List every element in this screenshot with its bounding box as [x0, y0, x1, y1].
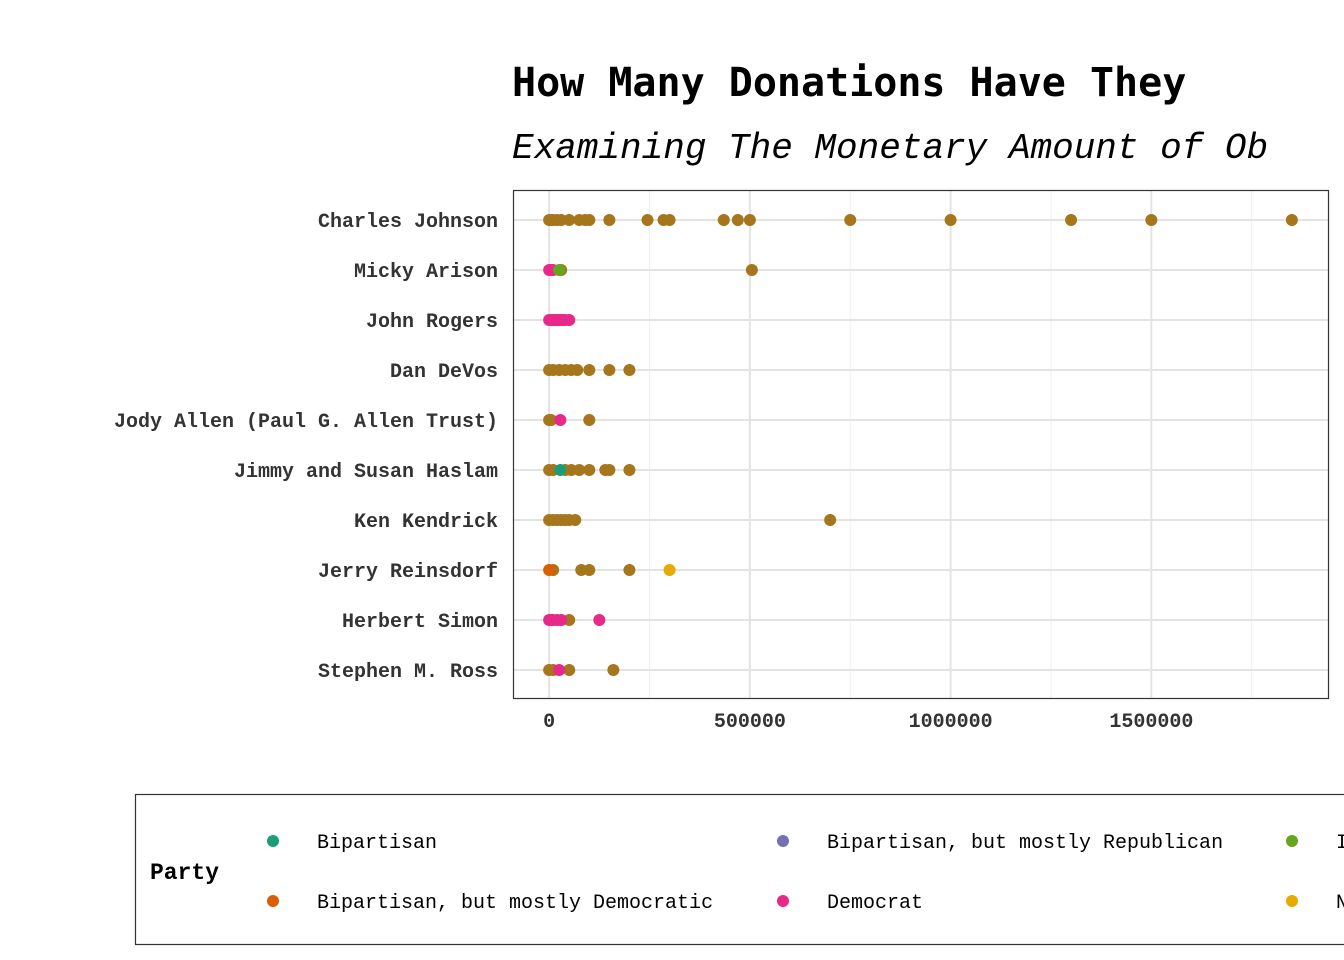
x-tick-label: 1000000: [909, 711, 993, 734]
data-point: [603, 464, 616, 476]
data-point: [603, 364, 616, 376]
data-point: [543, 564, 556, 576]
legend-key: [777, 895, 789, 907]
y-tick-label: John Rogers: [366, 311, 498, 334]
data-point: [569, 514, 582, 526]
legend-key: [267, 895, 279, 907]
data-point: [1285, 214, 1298, 226]
legend-title: Party: [150, 860, 219, 886]
data-point: [583, 564, 596, 576]
y-axis-tick-labels: Charles Johnson Micky Arison John Rogers Da…: [114, 211, 498, 684]
data-point: [571, 364, 584, 376]
y-tick-label: Charles Johnson: [318, 211, 498, 234]
legend-label: Bipartisan: [317, 832, 437, 855]
data-point: [1065, 214, 1078, 226]
legend-key: [777, 835, 789, 847]
data-point: [563, 664, 576, 676]
data-point: [563, 214, 576, 226]
grid-lines: [513, 190, 1328, 698]
data-point: [555, 614, 568, 626]
legend-key: [1286, 835, 1298, 847]
data-point: [641, 214, 654, 226]
legend-entry: Bipartisan: [267, 832, 437, 855]
y-tick-label: Jody Allen (Paul G. Allen Trust): [114, 411, 498, 434]
data-point: [593, 614, 606, 626]
data-point: [583, 364, 596, 376]
legend-label: I: [1336, 832, 1344, 855]
data-point: [717, 214, 730, 226]
data-point: [844, 214, 857, 226]
data-point: [663, 564, 676, 576]
data-point: [553, 264, 566, 276]
data-point: [583, 414, 596, 426]
legend-entry: I: [1286, 832, 1344, 855]
data-point: [603, 214, 616, 226]
data-point: [663, 214, 676, 226]
y-tick-label: Ken Kendrick: [354, 511, 498, 534]
legend-entry: Bipartisan, but mostly Democratic: [267, 892, 713, 915]
data-point: [1145, 214, 1158, 226]
data-point: [824, 514, 837, 526]
data-point: [545, 414, 558, 426]
data-point: [745, 264, 758, 276]
data-point: [583, 464, 596, 476]
data-point: [553, 664, 566, 676]
data-point: [554, 464, 567, 476]
legend-box: [134, 793, 1344, 946]
legend-entry: Bipartisan, but mostly Republican: [777, 832, 1223, 855]
data-point: [623, 564, 636, 576]
data-point: [944, 214, 957, 226]
x-axis-tick-labels: 0 500000 1000000 1500000: [543, 711, 1193, 734]
y-tick-label: Jimmy and Susan Haslam: [234, 461, 498, 484]
data-points: [543, 214, 1298, 676]
data-point: [607, 664, 620, 676]
legend-label: Bipartisan, but mostly Democratic: [317, 892, 713, 915]
legend-entries: Bipartisan Bipartisan, but mostly Democra…: [267, 832, 1344, 915]
data-point: [623, 464, 636, 476]
data-point: [563, 314, 576, 326]
legend-entry: Democrat: [777, 892, 923, 915]
chart-subtitle: Examining The Monetary Amount of Ob: [512, 128, 1268, 169]
data-point: [743, 214, 756, 226]
legend-label: N: [1336, 892, 1344, 915]
y-tick-label: Stephen M. Ross: [318, 661, 498, 684]
x-tick-label: 1500000: [1109, 711, 1193, 734]
plot-panel-border: [512, 189, 1330, 700]
data-point: [731, 214, 744, 226]
data-point: [573, 464, 586, 476]
legend-label: Bipartisan, but mostly Republican: [827, 832, 1223, 855]
y-tick-label: Dan DeVos: [390, 361, 498, 384]
legend-entry: N: [1286, 892, 1344, 915]
chart-title: How Many Donations Have They: [512, 60, 1186, 106]
legend-key: [267, 835, 279, 847]
data-point: [583, 214, 596, 226]
legend-key: [1286, 895, 1298, 907]
y-tick-label: Jerry Reinsdorf: [318, 561, 498, 584]
y-tick-label: Micky Arison: [354, 261, 498, 284]
legend-label: Democrat: [827, 892, 923, 915]
data-point: [554, 414, 567, 426]
legend: Party Bipartisan Bipartisan, but mostly D…: [134, 793, 1344, 946]
y-tick-label: Herbert Simon: [342, 611, 498, 634]
data-point: [623, 364, 636, 376]
x-tick-label: 500000: [714, 711, 786, 734]
x-tick-label: 0: [543, 711, 555, 734]
